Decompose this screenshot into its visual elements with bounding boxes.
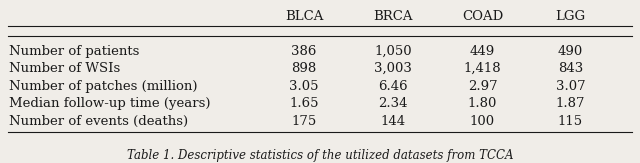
- Text: COAD: COAD: [462, 10, 503, 23]
- Text: 1,050: 1,050: [374, 45, 412, 58]
- Text: 898: 898: [291, 62, 317, 75]
- Text: 175: 175: [291, 115, 317, 128]
- Text: BLCA: BLCA: [285, 10, 323, 23]
- Text: 144: 144: [381, 115, 406, 128]
- Text: 490: 490: [558, 45, 583, 58]
- Text: 100: 100: [470, 115, 495, 128]
- Text: 2.97: 2.97: [468, 80, 497, 93]
- Text: 449: 449: [470, 45, 495, 58]
- Text: 1,418: 1,418: [463, 62, 501, 75]
- Text: 1.65: 1.65: [289, 97, 319, 111]
- Text: Number of events (deaths): Number of events (deaths): [9, 115, 188, 128]
- Text: 3.07: 3.07: [556, 80, 585, 93]
- Text: 3.05: 3.05: [289, 80, 319, 93]
- Text: Number of patients: Number of patients: [9, 45, 140, 58]
- Text: 1.80: 1.80: [468, 97, 497, 111]
- Text: 3,003: 3,003: [374, 62, 412, 75]
- Text: Number of patches (million): Number of patches (million): [9, 80, 198, 93]
- Text: Median follow-up time (years): Median follow-up time (years): [9, 97, 211, 111]
- Text: 843: 843: [558, 62, 583, 75]
- Text: 115: 115: [558, 115, 583, 128]
- Text: LGG: LGG: [556, 10, 586, 23]
- Text: Number of WSIs: Number of WSIs: [9, 62, 120, 75]
- Text: BRCA: BRCA: [374, 10, 413, 23]
- Text: 2.34: 2.34: [378, 97, 408, 111]
- Text: Table 1. Descriptive statistics of the utilized datasets from TCCA: Table 1. Descriptive statistics of the u…: [127, 149, 513, 162]
- Text: 1.87: 1.87: [556, 97, 585, 111]
- Text: 386: 386: [291, 45, 317, 58]
- Text: 6.46: 6.46: [378, 80, 408, 93]
